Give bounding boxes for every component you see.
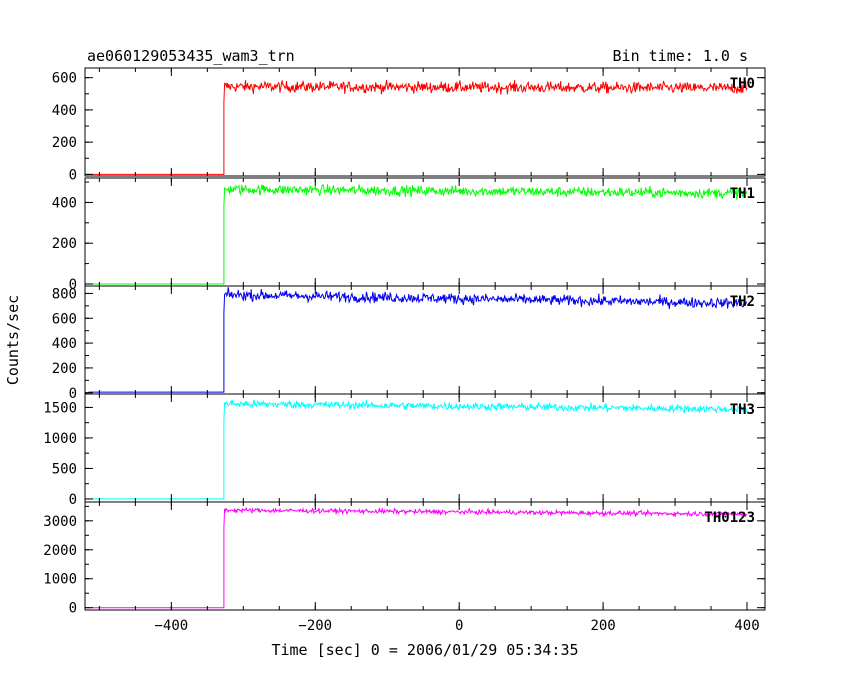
y-tick-label: 1000 bbox=[43, 431, 77, 447]
y-tick-label: 0 bbox=[69, 277, 77, 293]
panel-th0123: 0 1000 2000 3000 TH0123 bbox=[43, 501, 766, 617]
series-name-label: TH2 bbox=[730, 294, 755, 310]
panel-frame bbox=[84, 501, 766, 611]
series-line-th0123 bbox=[88, 506, 748, 609]
y-tick-label: 500 bbox=[52, 461, 77, 477]
bin-time-label: Bin time: 1.0 s bbox=[613, 47, 748, 65]
y-tick-label: 3000 bbox=[43, 514, 77, 530]
y-tick-label: 400 bbox=[52, 336, 77, 352]
y-tick-label: 0 bbox=[69, 167, 77, 183]
x-tick-label: 400 bbox=[734, 618, 759, 634]
y-tick-label: 800 bbox=[52, 286, 77, 302]
series-line-th0 bbox=[88, 80, 748, 175]
panel-th0: 0 200 400 600 TH0 bbox=[52, 67, 766, 183]
y-tick-label: 2000 bbox=[43, 543, 77, 559]
series-line-th1 bbox=[88, 184, 748, 285]
x-tick-label: −400 bbox=[154, 618, 188, 634]
series-line-th3 bbox=[88, 399, 748, 500]
series-name-label: TH1 bbox=[730, 186, 755, 202]
y-tick-label: 400 bbox=[52, 103, 77, 119]
series-name-label: TH0 bbox=[730, 76, 755, 92]
y-tick-label: 200 bbox=[52, 361, 77, 377]
y-tick-label: 0 bbox=[69, 386, 77, 402]
y-tick-label: 0 bbox=[69, 492, 77, 508]
y-tick-label: 1500 bbox=[43, 400, 77, 416]
y-tick-label: 1000 bbox=[43, 572, 77, 588]
series-name-label: TH3 bbox=[730, 402, 755, 418]
series-line-th2 bbox=[88, 287, 748, 393]
y-tick-label: 600 bbox=[52, 311, 77, 327]
y-axis-label: Counts/sec bbox=[4, 295, 22, 385]
panel-frame bbox=[84, 67, 766, 177]
panel-th2: 0 200 400 600 800 TH2 bbox=[52, 285, 766, 402]
y-tick-label: 600 bbox=[52, 71, 77, 87]
x-tick-label: 200 bbox=[590, 618, 615, 634]
y-tick-label: 400 bbox=[52, 195, 77, 211]
x-tick-label: −200 bbox=[298, 618, 332, 634]
x-axis-label: Time [sec] 0 = 2006/01/29 05:34:35 bbox=[271, 641, 578, 659]
panel-th3: 0 500 1000 1500 TH3 bbox=[43, 393, 766, 508]
x-tick-label: 0 bbox=[455, 618, 463, 634]
series-name-label: TH0123 bbox=[704, 510, 755, 526]
y-tick-label: 200 bbox=[52, 135, 77, 151]
y-tick-label: 200 bbox=[52, 236, 77, 252]
panel-th1: 0 200 400 TH1 bbox=[52, 177, 766, 293]
y-tick-label: 0 bbox=[69, 601, 77, 617]
chart-title: ae060129053435_wam3_trn bbox=[87, 47, 295, 65]
